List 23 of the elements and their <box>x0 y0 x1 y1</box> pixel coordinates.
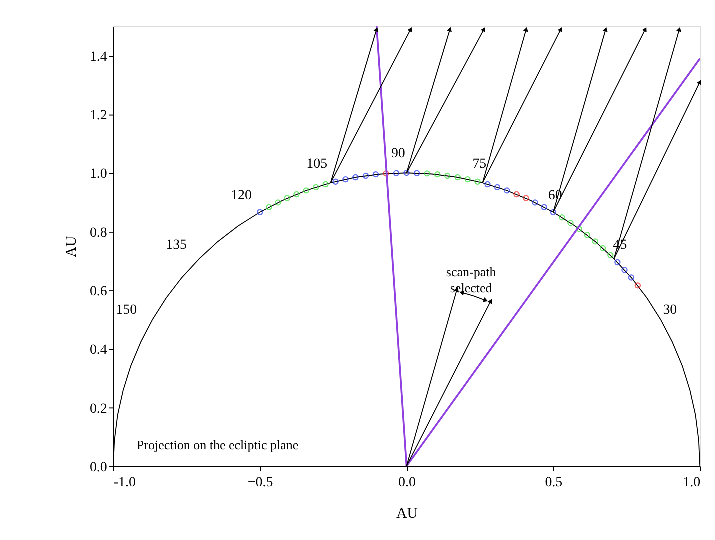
annotation: 150 <box>116 303 138 318</box>
y-tick-label: 1.0 <box>90 167 108 182</box>
x-tick-label: -1.0 <box>114 475 136 490</box>
annotation: 105 <box>306 156 328 172</box>
x-tick-label: 0.5 <box>545 475 563 490</box>
x-tick-label: −0.5 <box>248 475 274 490</box>
y-axis-title: AU <box>64 236 80 258</box>
annotation: 135 <box>166 238 188 254</box>
x-tick-label: 1.0 <box>683 475 701 490</box>
annotation: 120 <box>231 188 252 204</box>
y-tick-label: 1.2 <box>90 108 108 124</box>
annotation: 75 <box>472 156 487 172</box>
y-tick-label: 0.2 <box>90 402 108 417</box>
x-tick-label: 0.0 <box>398 475 416 490</box>
y-tick-label: 0.8 <box>90 226 108 241</box>
y-tick-label: 1.4 <box>90 50 108 65</box>
y-tick-label: 0.6 <box>90 284 108 300</box>
y-tick-label: 0.0 <box>90 460 108 476</box>
annotation: 90 <box>391 146 406 162</box>
y-tick-label: 0.4 <box>90 343 108 358</box>
annotation: Projection on the ecliptic plane <box>136 437 299 452</box>
annotation: 30 <box>663 303 678 318</box>
x-axis-title: AU <box>396 506 418 522</box>
